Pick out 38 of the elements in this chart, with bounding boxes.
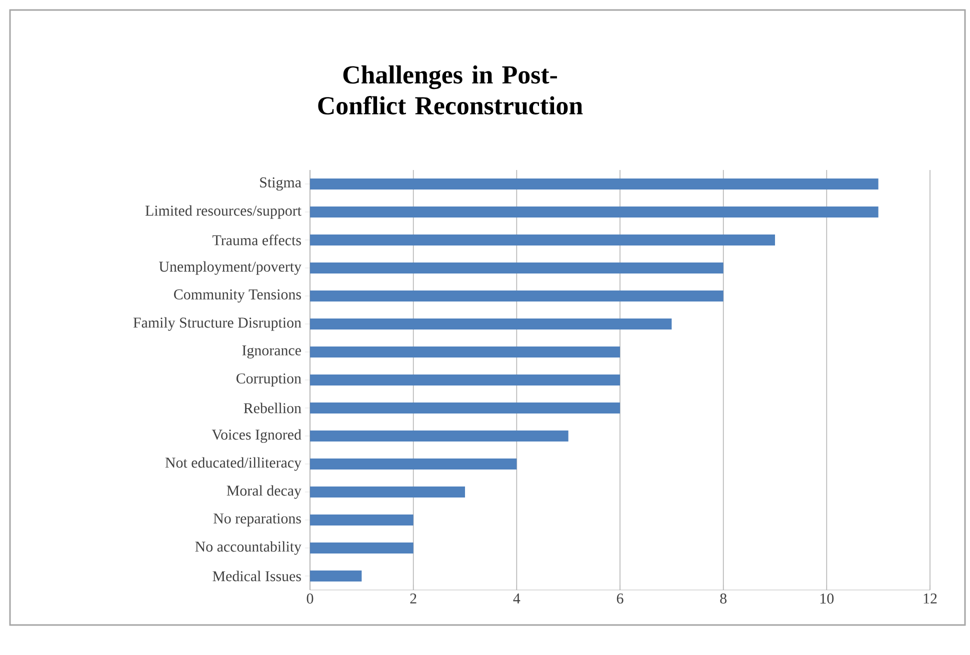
- bar: [310, 318, 672, 330]
- y-tick-label: Not educated/illiteracy: [165, 457, 302, 471]
- bar: [310, 542, 414, 554]
- y-tick-label: Corruption: [236, 373, 302, 387]
- x-tick-label: 6: [616, 594, 624, 604]
- y-tick-label: Family Structure Disruption: [133, 317, 302, 331]
- bar: [310, 206, 878, 218]
- bar: [310, 430, 568, 442]
- bar: [310, 262, 724, 274]
- y-tick-label: Community Tensions: [174, 289, 301, 303]
- bar: [310, 458, 517, 470]
- y-tick-label: Stigma: [260, 177, 302, 191]
- y-tick-label: Rebellion: [244, 402, 302, 414]
- y-tick-label: Trauma effects: [212, 234, 301, 246]
- x-tick-label: 10: [820, 594, 834, 604]
- y-tick-label: Ignorance: [242, 345, 301, 358]
- y-tick-label: Moral decay: [226, 485, 302, 499]
- y-tick-label: No accountability: [195, 541, 302, 555]
- y-tick-label: Unemployment/poverty: [159, 261, 302, 275]
- y-tick-label: Medical Issues: [212, 570, 301, 582]
- bar: [310, 234, 776, 246]
- y-tick-label: Voices Ignored: [212, 429, 302, 443]
- y-tick-label: Limited resources/support: [145, 205, 302, 219]
- y-tick-label: No reparations: [214, 513, 301, 527]
- x-tick-label: 8: [720, 594, 727, 604]
- x-tick-label: 2: [410, 594, 416, 604]
- bar: [310, 178, 878, 190]
- x-tick-label: 4: [513, 594, 520, 604]
- x-tick-label: 0: [306, 594, 314, 604]
- bar: [310, 486, 466, 498]
- bar: [310, 570, 362, 582]
- bar: [310, 402, 620, 414]
- bar: [310, 346, 620, 358]
- chart-title: Challenges in Post-Conflict Reconstruction: [318, 65, 583, 115]
- bar: [310, 374, 620, 386]
- bar: [310, 514, 414, 526]
- bar: [310, 290, 724, 302]
- x-tick-label: 12: [924, 594, 937, 604]
